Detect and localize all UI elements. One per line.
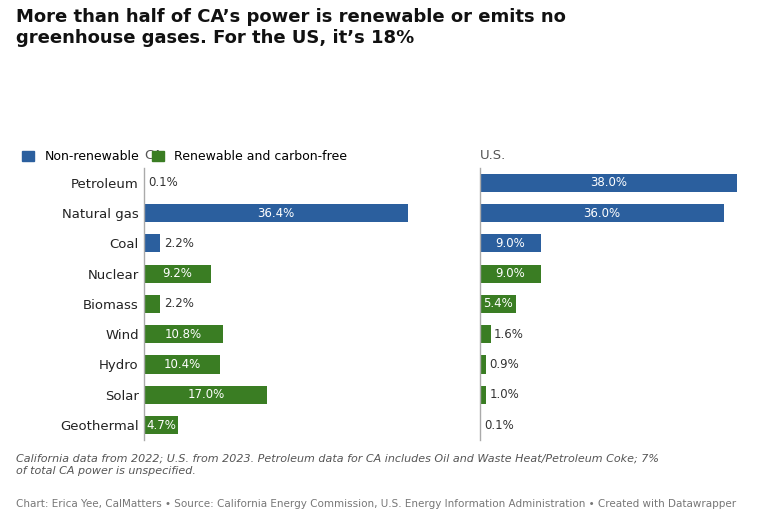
Bar — [480, 295, 516, 313]
Text: 17.0%: 17.0% — [187, 388, 225, 401]
Text: 1.6%: 1.6% — [494, 328, 524, 341]
Text: More than half of CA’s power is renewable or emits no
greenhouse gases. For the : More than half of CA’s power is renewabl… — [16, 8, 566, 47]
Text: Chart: Erica Yee, CalMatters • Source: California Energy Commission, U.S. Energy: Chart: Erica Yee, CalMatters • Source: C… — [16, 499, 736, 509]
Text: 2.2%: 2.2% — [164, 237, 193, 250]
Text: 9.2%: 9.2% — [163, 267, 193, 280]
Bar — [480, 355, 486, 374]
Text: 0.1%: 0.1% — [484, 419, 513, 432]
Text: 9.0%: 9.0% — [495, 237, 525, 250]
Text: U.S.: U.S. — [480, 149, 506, 162]
Text: 2.2%: 2.2% — [164, 298, 193, 310]
Bar — [144, 234, 160, 253]
Text: 10.8%: 10.8% — [165, 328, 202, 341]
Text: California data from 2022; U.S. from 2023. Petroleum data for CA includes Oil an: California data from 2022; U.S. from 202… — [16, 453, 658, 476]
Bar — [480, 386, 487, 404]
Bar — [144, 325, 222, 343]
Bar — [144, 416, 179, 434]
Bar — [144, 295, 160, 313]
Text: 36.4%: 36.4% — [257, 206, 295, 220]
Text: 4.7%: 4.7% — [147, 419, 176, 432]
Legend: Non-renewable, Renewable and carbon-free: Non-renewable, Renewable and carbon-free — [22, 150, 347, 163]
Text: 5.4%: 5.4% — [483, 298, 513, 310]
Bar — [480, 234, 541, 253]
Text: 9.0%: 9.0% — [495, 267, 525, 280]
Bar — [480, 204, 724, 222]
Text: 0.9%: 0.9% — [489, 358, 519, 371]
Bar — [144, 265, 211, 283]
Bar — [480, 325, 491, 343]
Text: 0.1%: 0.1% — [149, 176, 179, 189]
Text: 36.0%: 36.0% — [583, 206, 620, 220]
Bar — [144, 204, 408, 222]
Text: 38.0%: 38.0% — [590, 176, 627, 189]
Bar — [144, 355, 220, 374]
Bar — [480, 174, 737, 192]
Text: 1.0%: 1.0% — [490, 388, 519, 401]
Text: CA: CA — [144, 149, 163, 162]
Bar — [144, 386, 268, 404]
Bar — [480, 265, 541, 283]
Text: 10.4%: 10.4% — [163, 358, 200, 371]
